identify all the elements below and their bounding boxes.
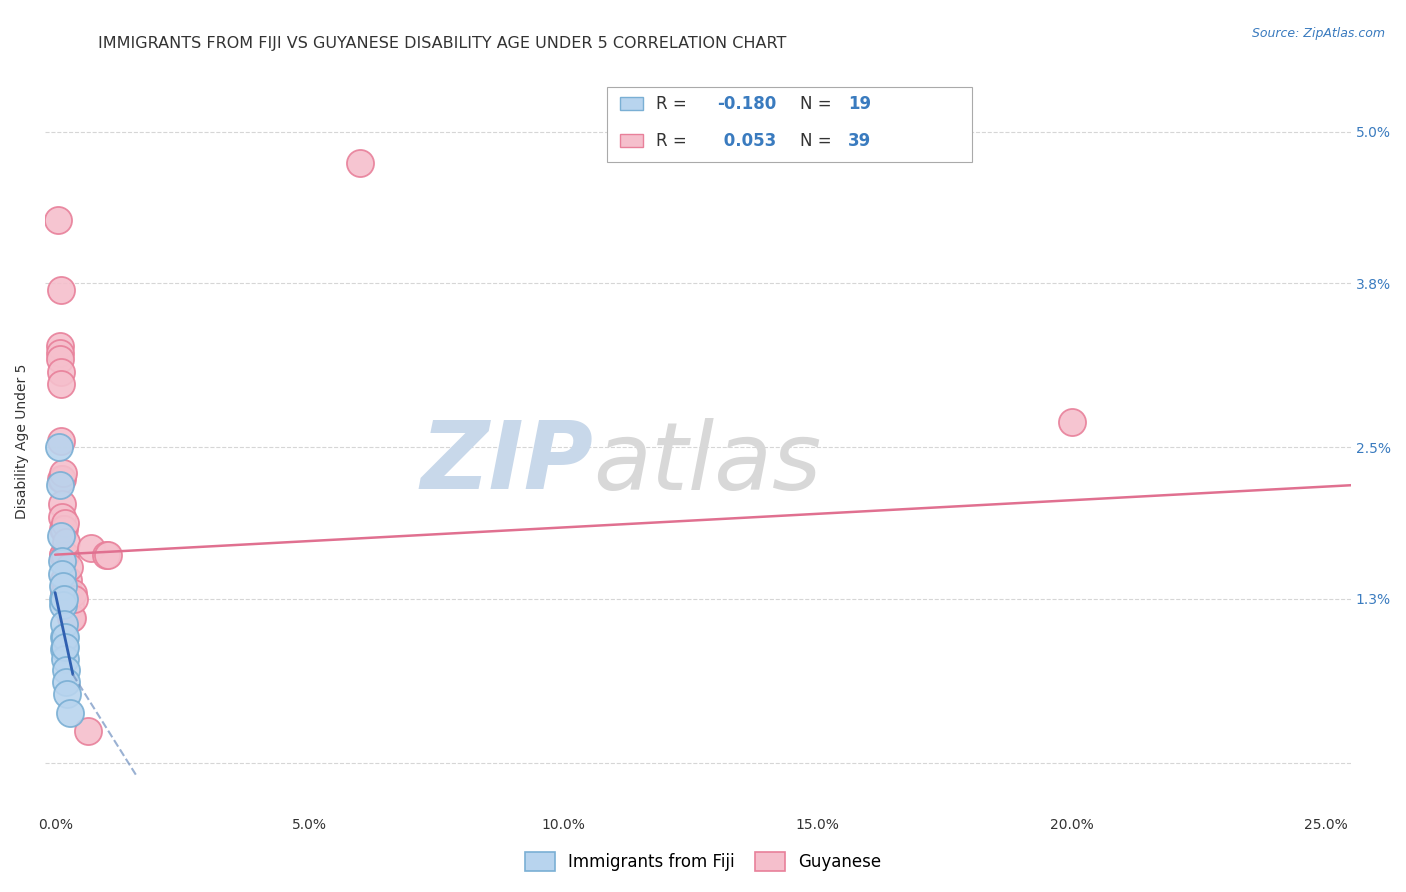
Text: N =: N = <box>800 95 837 112</box>
Text: -0.180: -0.180 <box>717 95 778 112</box>
Point <box>51 434 73 448</box>
Point <box>52 548 75 562</box>
Point <box>48 339 70 353</box>
Point <box>349 156 371 170</box>
Y-axis label: Disability Age Under 5: Disability Age Under 5 <box>15 363 30 519</box>
Point <box>55 535 77 549</box>
FancyBboxPatch shape <box>620 134 643 147</box>
Point <box>52 548 75 562</box>
Point <box>62 585 84 599</box>
Point <box>77 724 100 739</box>
Point <box>59 598 82 612</box>
Text: 19: 19 <box>848 95 872 112</box>
Point <box>51 554 73 568</box>
Text: N =: N = <box>800 132 837 150</box>
Point <box>52 630 75 644</box>
Point <box>48 345 70 359</box>
Point <box>1060 415 1083 429</box>
Point <box>97 548 120 562</box>
Point <box>53 548 76 562</box>
Point <box>52 573 75 587</box>
Point <box>53 523 76 537</box>
Point <box>49 365 72 379</box>
Point <box>52 523 75 537</box>
Point <box>52 573 75 587</box>
Point <box>53 516 76 530</box>
Text: R =: R = <box>657 95 692 112</box>
Point <box>52 466 75 480</box>
Text: IMMIGRANTS FROM FIJI VS GUYANESE DISABILITY AGE UNDER 5 CORRELATION CHART: IMMIGRANTS FROM FIJI VS GUYANESE DISABIL… <box>98 36 787 51</box>
Text: ZIP: ZIP <box>420 417 593 509</box>
Point <box>52 591 75 606</box>
Point <box>49 478 72 492</box>
Point <box>51 566 73 581</box>
Point <box>51 472 73 486</box>
Legend: Immigrants from Fiji, Guyanese: Immigrants from Fiji, Guyanese <box>516 843 890 880</box>
Point <box>53 585 76 599</box>
Point <box>46 213 69 227</box>
Point <box>53 617 76 632</box>
Point <box>48 441 70 455</box>
Point <box>55 663 77 677</box>
Point <box>60 611 83 625</box>
Point <box>56 573 79 587</box>
Point <box>52 598 75 612</box>
Text: Source: ZipAtlas.com: Source: ZipAtlas.com <box>1251 27 1385 40</box>
Point <box>51 497 73 511</box>
Point <box>58 560 80 574</box>
Point <box>51 283 73 297</box>
Text: atlas: atlas <box>593 417 821 508</box>
Point <box>53 585 76 599</box>
FancyBboxPatch shape <box>606 87 973 161</box>
FancyBboxPatch shape <box>620 97 643 111</box>
Point <box>51 509 73 524</box>
Point <box>49 351 72 366</box>
Point <box>59 706 82 720</box>
Text: R =: R = <box>657 132 692 150</box>
Point <box>80 541 103 556</box>
Point <box>49 377 72 392</box>
Point <box>53 630 76 644</box>
Point <box>55 675 77 690</box>
Point <box>59 611 82 625</box>
Point <box>53 642 76 657</box>
Point <box>51 472 73 486</box>
Text: 0.053: 0.053 <box>717 132 776 150</box>
Point <box>53 640 76 654</box>
Point <box>52 591 75 606</box>
Point <box>58 585 80 599</box>
Point <box>52 579 75 593</box>
Point <box>53 652 76 666</box>
Point <box>56 687 79 701</box>
Text: 39: 39 <box>848 132 872 150</box>
Point <box>94 548 117 562</box>
Point <box>51 529 73 543</box>
Point <box>63 591 86 606</box>
Point <box>58 585 80 599</box>
